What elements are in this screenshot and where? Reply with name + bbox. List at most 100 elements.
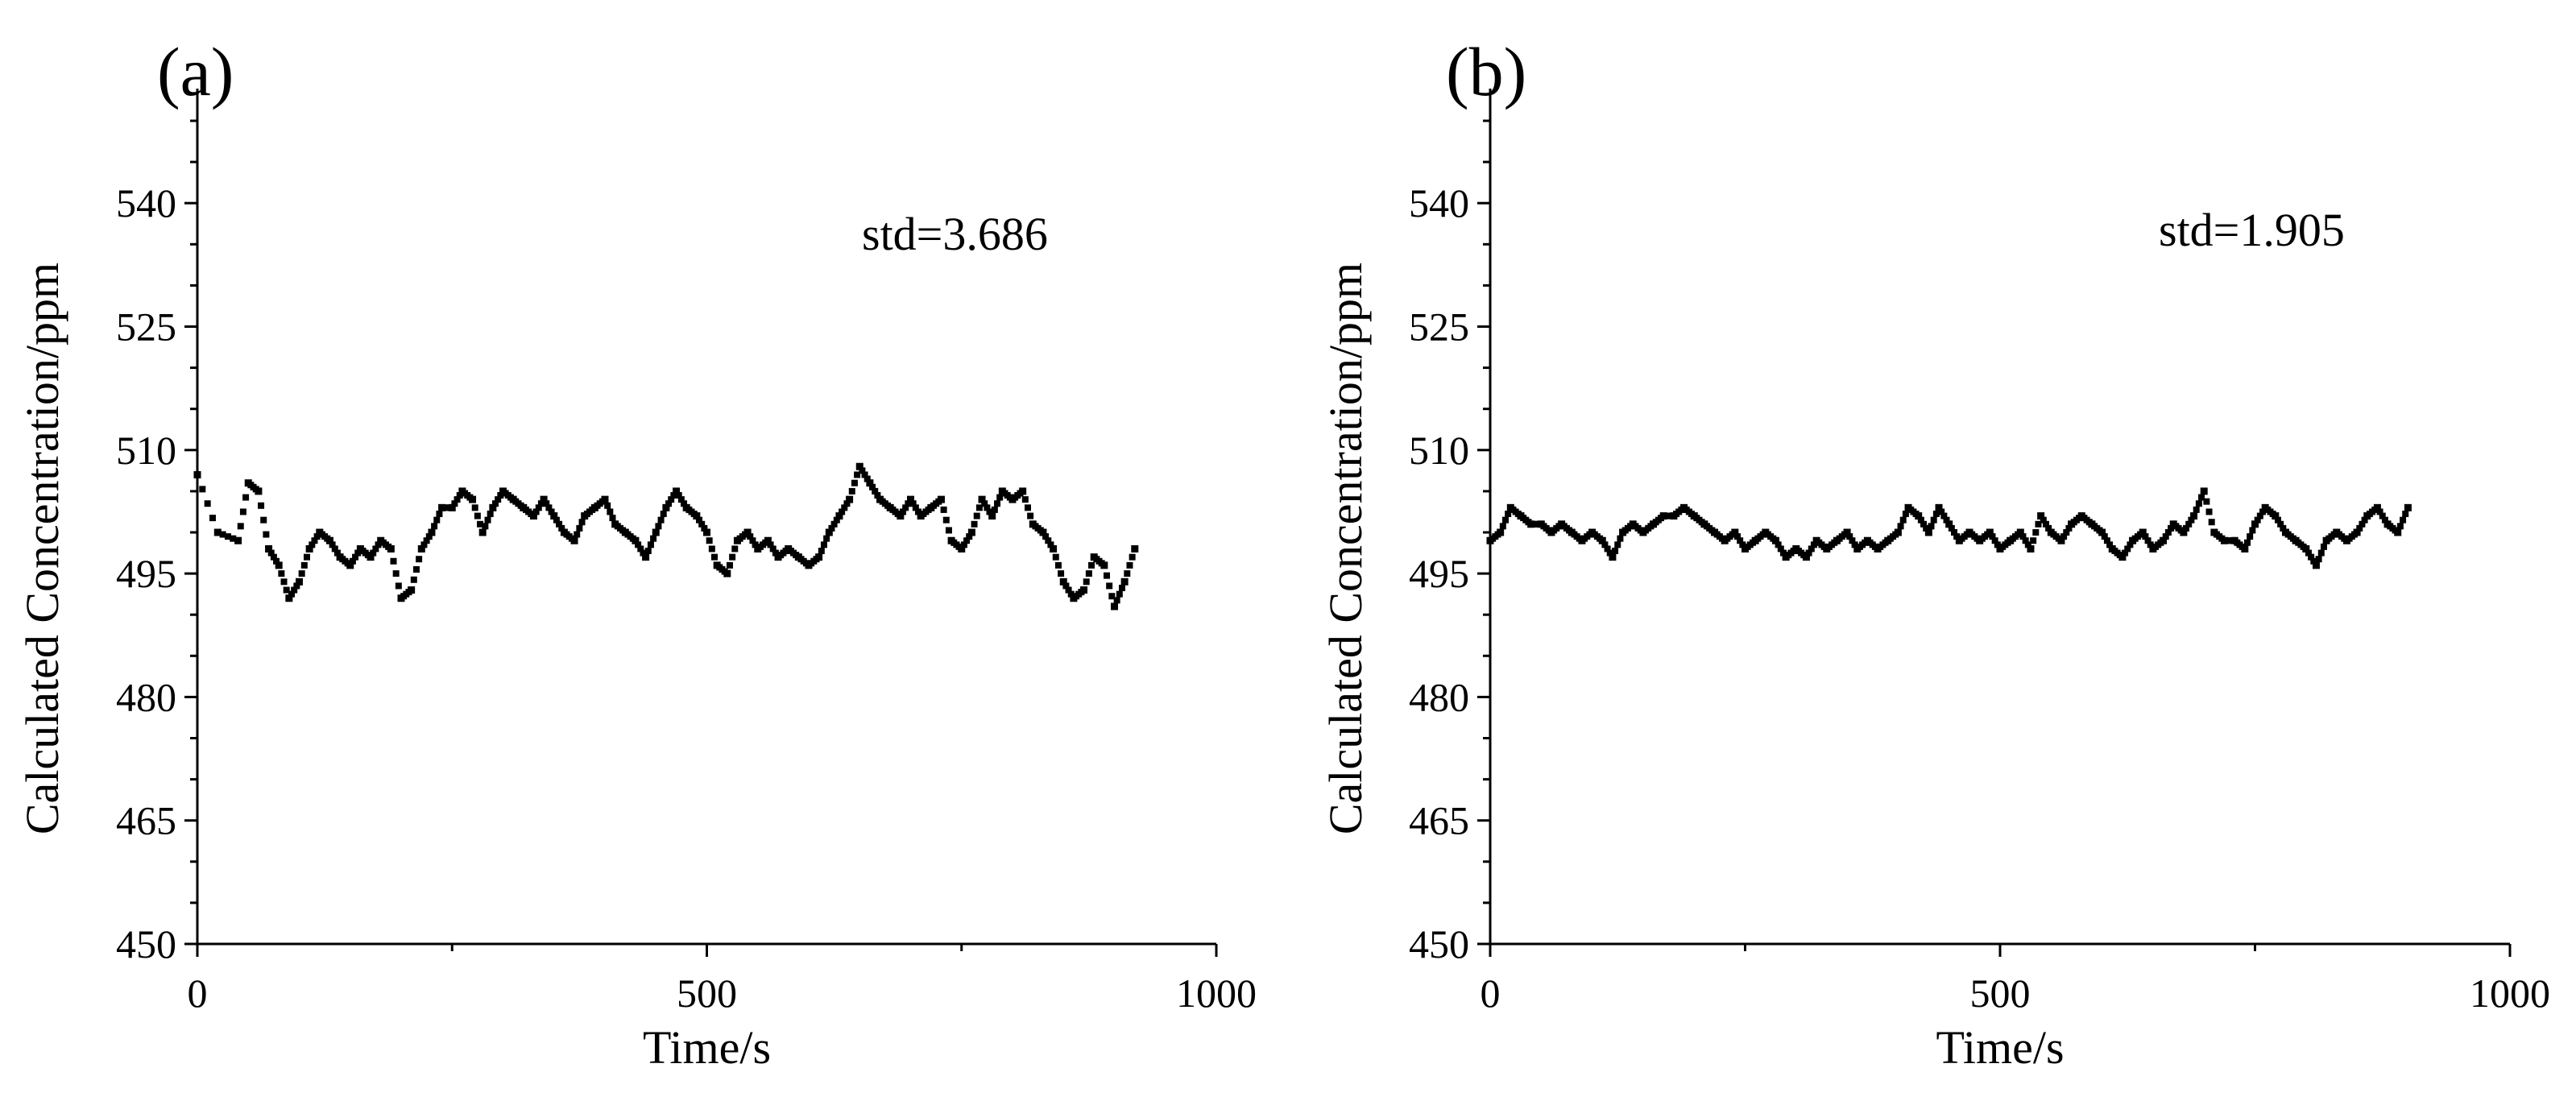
data-point-interp bbox=[830, 520, 838, 528]
data-point-interp bbox=[484, 516, 491, 524]
data-point bbox=[2190, 512, 2198, 520]
data-point-interp bbox=[242, 494, 250, 501]
data-point-interp bbox=[1779, 549, 1787, 557]
data-point-interp bbox=[2168, 524, 2175, 532]
data-point-interp bbox=[902, 504, 909, 511]
data-point-interp bbox=[749, 537, 756, 544]
data-point-interp bbox=[1604, 545, 1611, 553]
data-point bbox=[662, 503, 670, 511]
data-point bbox=[417, 544, 425, 553]
x-axis-title: Time/s bbox=[643, 1021, 771, 1074]
data-point-interp bbox=[278, 570, 285, 577]
data-point-interp bbox=[607, 508, 614, 515]
data-point-interp bbox=[392, 570, 400, 577]
data-point-interp bbox=[859, 467, 866, 474]
data-point-interp bbox=[329, 541, 336, 548]
y-tick-label: 465 bbox=[116, 798, 176, 843]
data-point-interp bbox=[1851, 541, 1858, 548]
x-tick-label: 500 bbox=[1970, 971, 2031, 1016]
data-point bbox=[1080, 586, 1088, 594]
data-point-interp bbox=[1058, 570, 1065, 577]
data-point bbox=[2404, 503, 2412, 511]
data-point-interp bbox=[861, 471, 868, 478]
data-point-interp bbox=[731, 545, 739, 553]
data-point-interp bbox=[237, 523, 244, 530]
data-point-interp bbox=[710, 553, 718, 561]
data-point-interp bbox=[905, 500, 912, 507]
data-point-interp bbox=[390, 557, 397, 565]
data-point-interp bbox=[2030, 537, 2037, 544]
data-point-interp bbox=[981, 500, 988, 507]
data-point-interp bbox=[576, 524, 583, 532]
data-point bbox=[601, 495, 609, 503]
data-point-interp bbox=[2162, 533, 2169, 540]
data-point-interp bbox=[1923, 524, 1930, 532]
data-point-interp bbox=[869, 483, 876, 490]
data-point-interp bbox=[2205, 508, 2213, 515]
data-point-interp bbox=[1943, 516, 1950, 524]
data-point bbox=[255, 487, 263, 495]
x-tick-label: 500 bbox=[677, 971, 737, 1016]
data-point bbox=[1050, 544, 1058, 553]
x-tick-label: 0 bbox=[1481, 971, 1501, 1016]
data-point-interp bbox=[420, 541, 428, 548]
data-point-interp bbox=[309, 541, 316, 548]
data-point-interp bbox=[706, 537, 713, 544]
std-annotation: std=3.686 bbox=[862, 208, 1048, 260]
data-point-interp bbox=[273, 557, 280, 565]
data-point bbox=[2272, 512, 2280, 520]
data-point-interp bbox=[2032, 529, 2040, 536]
data-point-interp bbox=[657, 516, 665, 524]
data-point-interp bbox=[942, 516, 950, 524]
data-point bbox=[234, 536, 242, 544]
data-point-interp bbox=[2142, 533, 2149, 540]
data-point-interp bbox=[2203, 498, 2210, 505]
data-point bbox=[642, 553, 650, 561]
data-point-interp bbox=[2065, 524, 2073, 532]
data-point-interp bbox=[1775, 541, 1782, 548]
data-point-interp bbox=[1808, 545, 1815, 553]
data-point bbox=[346, 561, 354, 569]
data-point bbox=[846, 495, 854, 503]
data-point-interp bbox=[298, 570, 305, 577]
data-point bbox=[2037, 512, 2045, 520]
data-point bbox=[1924, 528, 1932, 536]
data-point-interp bbox=[1118, 584, 1125, 591]
data-point bbox=[1059, 577, 1067, 586]
data-point-interp bbox=[2244, 539, 2251, 546]
data-point-interp bbox=[2124, 545, 2131, 553]
data-point-interp bbox=[2019, 533, 2027, 540]
data-point-interp bbox=[752, 541, 759, 548]
data-point-interp bbox=[2208, 519, 2215, 526]
data-point-interp bbox=[283, 586, 290, 594]
data-point bbox=[1945, 520, 1953, 528]
data-point-interp bbox=[2198, 494, 2205, 501]
data-point-interp bbox=[2183, 524, 2190, 532]
data-point bbox=[428, 528, 436, 536]
data-point-interp bbox=[681, 500, 688, 507]
data-point-interp bbox=[2106, 541, 2114, 548]
data-point bbox=[1598, 536, 1606, 544]
data-point-interp bbox=[1106, 582, 1113, 590]
data-point-interp bbox=[1047, 541, 1054, 548]
data-point-interp bbox=[2040, 516, 2047, 524]
data-point-interp bbox=[818, 547, 825, 554]
data-point bbox=[967, 528, 975, 536]
y-tick-label: 510 bbox=[1409, 428, 1469, 473]
data-point bbox=[673, 487, 681, 495]
y-tick-label: 495 bbox=[116, 551, 176, 596]
data-point-interp bbox=[1104, 572, 1111, 579]
data-point bbox=[1120, 577, 1129, 586]
data-point-interp bbox=[1042, 533, 1050, 540]
data-point bbox=[1986, 528, 1994, 536]
data-point-interp bbox=[2280, 524, 2287, 532]
data-point bbox=[897, 512, 905, 520]
data-point bbox=[825, 528, 833, 536]
data-point-interp bbox=[1932, 511, 1940, 518]
x-axis-title: Time/s bbox=[1936, 1021, 2064, 1074]
data-point-interp bbox=[204, 500, 211, 507]
data-point bbox=[325, 536, 333, 544]
data-point-interp bbox=[1810, 541, 1817, 548]
data-point-interp bbox=[2042, 520, 2049, 528]
data-point-interp bbox=[451, 500, 458, 507]
